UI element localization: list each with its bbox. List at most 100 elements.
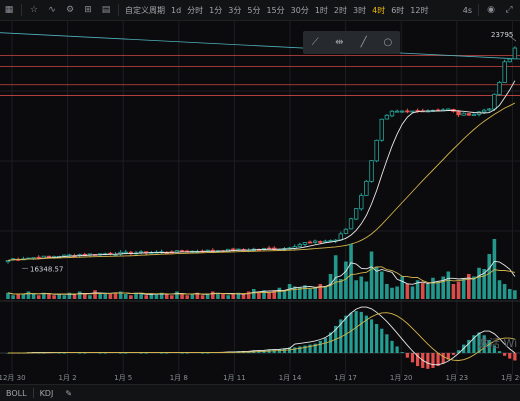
x-tick-label: 1月 11 (223, 374, 246, 382)
x-axis: 12月 30 1月 2 1月 5 1月 8 1月 11 1月 14 1月 17 1月 20 1月… (0, 374, 520, 382)
interval-5m[interactable]: 5分 (247, 5, 261, 15)
interval-4h[interactable]: 4时 (372, 5, 386, 15)
macd-bar (492, 345, 496, 353)
macd-bar (467, 339, 471, 353)
volume-bar (77, 291, 82, 299)
volume-bar (118, 291, 123, 299)
fullscreen-icon[interactable]: ⤢ (505, 5, 513, 15)
volume-bar (93, 290, 97, 299)
price-chart[interactable]: 12月 30 1月 2 1月 5 1月 8 1月 11 1月 14 1月 17 1月 20 1月… (0, 21, 520, 384)
volume-bars (6, 239, 517, 299)
volume-bar (139, 294, 143, 299)
indicator-kdj[interactable]: KDJ (39, 388, 54, 398)
volume-bar (282, 290, 287, 299)
candle-body (481, 109, 487, 113)
drawing-tools-bar: ⟋ ⇹ ╱ ○ (303, 31, 400, 54)
volume-bar (339, 279, 343, 299)
volume-bar (272, 290, 277, 299)
macd-bar (277, 349, 281, 353)
interval-12h[interactable]: 12时 (410, 5, 429, 15)
interval-30m[interactable]: 30分 (290, 5, 309, 15)
candle-body (369, 160, 374, 182)
interval-1d[interactable]: 1d (171, 5, 182, 15)
gear-icon[interactable]: ⚙ (65, 5, 75, 15)
interval-3h[interactable]: 3时 (353, 5, 367, 15)
interval-6h[interactable]: 6时 (391, 5, 405, 15)
candle-body (394, 110, 400, 113)
candle-body (338, 233, 343, 241)
candle-body (328, 240, 333, 242)
interval-15m[interactable]: 15分 (266, 5, 285, 15)
candle-body (323, 240, 328, 243)
macd-bar (497, 351, 502, 353)
macd-bar (200, 353, 205, 354)
macd-bar (98, 353, 102, 354)
x-tick-label: 1月 5 (114, 374, 132, 382)
volume-bar (344, 261, 348, 299)
horizontal-line-tool-icon[interactable]: ⇹ (335, 37, 344, 48)
interval-timeshare[interactable]: 分时 (187, 5, 204, 15)
candle-body (302, 242, 308, 245)
macd-bar (165, 353, 169, 354)
edit-icon[interactable]: ✎ (65, 388, 73, 398)
volume-bar (159, 292, 164, 299)
ray-tool-icon[interactable]: ⟋ (311, 37, 319, 48)
volume-bar (369, 251, 374, 299)
custom-period-button[interactable]: 自定义周期 (125, 5, 165, 15)
volume-bar (62, 295, 67, 299)
macd-bar (349, 312, 353, 353)
volume-bar (47, 294, 51, 299)
volume-bar (308, 289, 312, 299)
volume-bar (36, 295, 41, 299)
toolbar-divider (21, 4, 22, 16)
candle-body (400, 110, 405, 113)
candle-body (318, 241, 323, 243)
candle-body (389, 110, 395, 117)
volume-bar (67, 292, 72, 299)
volume-bar (359, 276, 364, 299)
volume-bar (52, 295, 56, 299)
trend-icon[interactable]: ∿ (48, 5, 56, 15)
candle-body (512, 47, 518, 60)
indicator-divider (32, 388, 34, 398)
volume-bar (472, 276, 476, 299)
candle-body (46, 255, 52, 258)
interval-3m[interactable]: 3分 (228, 5, 242, 15)
candle-body (353, 208, 359, 220)
macd-bar (308, 344, 312, 353)
star-icon[interactable]: ☆ (29, 5, 39, 15)
macd-bar (390, 340, 394, 353)
table-icon[interactable]: ▤ (101, 5, 111, 15)
volume-bar (262, 290, 266, 299)
volume-bar (349, 244, 353, 299)
trend-line-tool-icon[interactable]: ╱ (360, 37, 367, 48)
candle-body (123, 251, 128, 254)
volume-bar (175, 291, 179, 299)
volume-bar (513, 290, 517, 299)
volume-ma-slow (7, 266, 515, 295)
volume-bar (328, 274, 333, 299)
volume-bar (129, 295, 133, 299)
layout-icon[interactable]: ▦ (4, 5, 14, 15)
volume-bar (400, 276, 405, 299)
volume-bar (257, 291, 261, 299)
camera-icon[interactable]: ◉ (487, 5, 495, 15)
macd-bar (456, 350, 461, 353)
interval-1h[interactable]: 1时 (314, 5, 328, 15)
x-tick-label: 12月 30 (0, 374, 26, 382)
macd-bar (472, 335, 476, 353)
indicator-boll[interactable]: BOLL (6, 388, 27, 398)
refresh-interval-label[interactable]: 4s (462, 5, 472, 15)
volume-bar (149, 294, 154, 299)
volume-bar (88, 295, 92, 299)
circle-tool-icon[interactable]: ○ (383, 37, 393, 48)
interval-1m[interactable]: 1分 (209, 5, 223, 15)
volume-bar (420, 282, 425, 299)
x-tick-label: 1月 17 (334, 374, 357, 382)
candle-body (364, 180, 369, 196)
volume-bar (103, 292, 108, 299)
volume-bar (216, 292, 220, 299)
interval-2h[interactable]: 2时 (333, 5, 348, 15)
grid-icon[interactable]: ⊞ (84, 5, 92, 15)
macd-bar (83, 353, 87, 354)
